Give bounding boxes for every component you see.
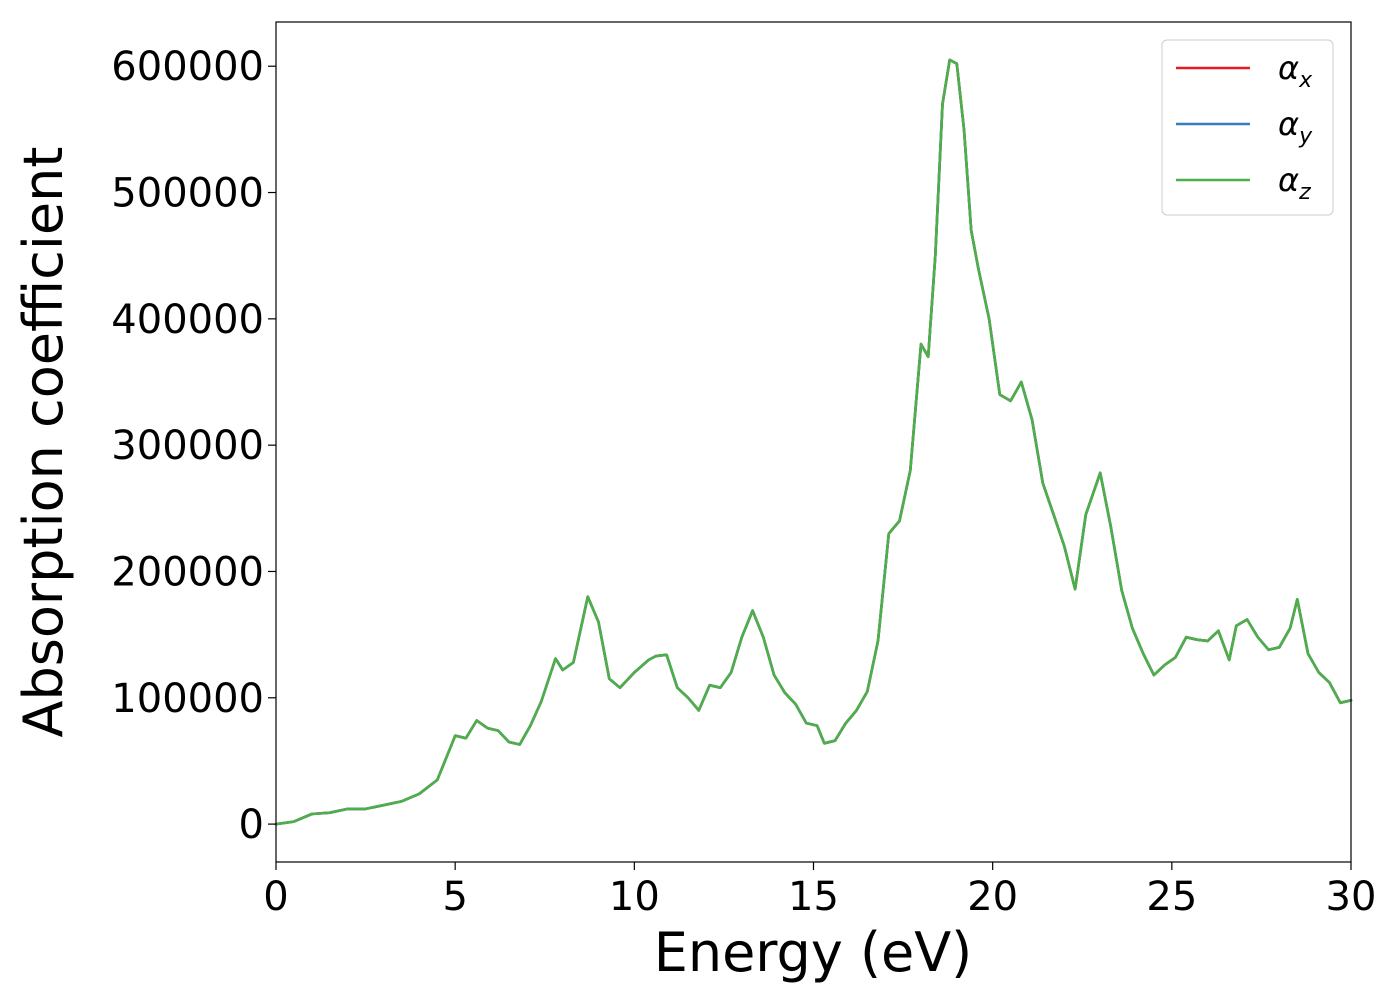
- legend-box: [1161, 39, 1334, 216]
- legend-label-base: α: [1278, 161, 1299, 199]
- legend-label-y: αy: [1278, 105, 1313, 149]
- legend-label-subscript: z: [1298, 180, 1311, 205]
- x-tick-label: 15: [788, 874, 839, 920]
- y-tick-label: 600000: [111, 44, 264, 90]
- legend-label-base: α: [1278, 49, 1299, 87]
- x-axis-label: Energy (eV): [654, 921, 973, 984]
- x-tick-label: 5: [442, 874, 467, 920]
- legend-label-subscript: x: [1298, 68, 1313, 93]
- y-tick-label: 0: [239, 802, 264, 848]
- legend-label-z: αz: [1278, 161, 1311, 205]
- x-tick-label: 10: [609, 874, 660, 920]
- series-line-z: [274, 58, 1353, 826]
- y-tick-label: 400000: [111, 297, 264, 343]
- legend-label-subscript: y: [1298, 124, 1313, 149]
- x-tick-label: 20: [967, 874, 1018, 920]
- y-tick-label: 100000: [111, 676, 264, 722]
- x-tick-label: 0: [263, 874, 288, 920]
- x-axis: 0 5 10 15 20 25 30: [263, 862, 1376, 920]
- y-axis: 0 100000 200000 300000 400000 500000 600000: [111, 44, 276, 848]
- x-tick-label: 30: [1326, 874, 1377, 920]
- y-tick-label: 300000: [111, 423, 264, 469]
- series-layer: [274, 58, 1353, 826]
- y-tick-label: 500000: [111, 171, 264, 217]
- legend-label-base: α: [1278, 105, 1299, 143]
- y-tick-label: 200000: [111, 549, 264, 595]
- legend-label-x: αx: [1278, 49, 1313, 93]
- y-axis-label: Absorption coefficient: [12, 147, 75, 738]
- x-tick-label: 25: [1146, 874, 1197, 920]
